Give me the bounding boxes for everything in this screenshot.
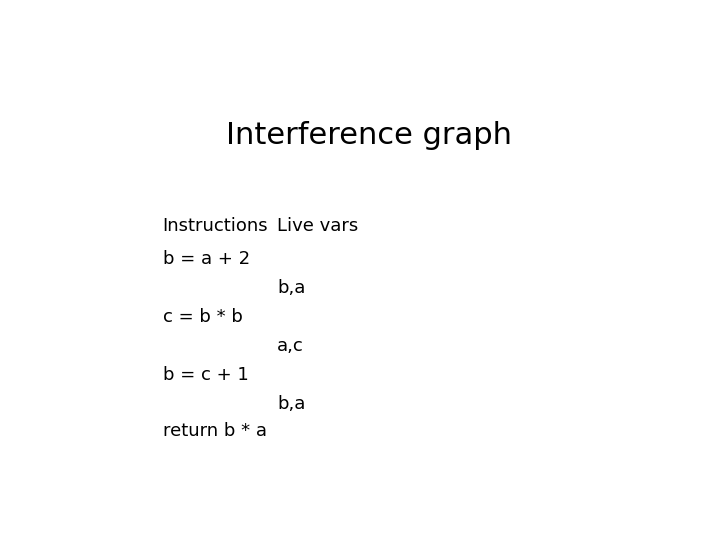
Text: Live vars: Live vars: [277, 217, 358, 234]
Text: a,c: a,c: [277, 337, 304, 355]
Text: b = a + 2: b = a + 2: [163, 250, 250, 268]
Text: c = b * b: c = b * b: [163, 308, 243, 326]
Text: b = c + 1: b = c + 1: [163, 366, 248, 384]
Text: b,a: b,a: [277, 395, 305, 413]
Text: b,a: b,a: [277, 279, 305, 297]
Text: Interference graph: Interference graph: [226, 121, 512, 150]
Text: return b * a: return b * a: [163, 422, 266, 441]
Text: Instructions: Instructions: [163, 217, 268, 234]
